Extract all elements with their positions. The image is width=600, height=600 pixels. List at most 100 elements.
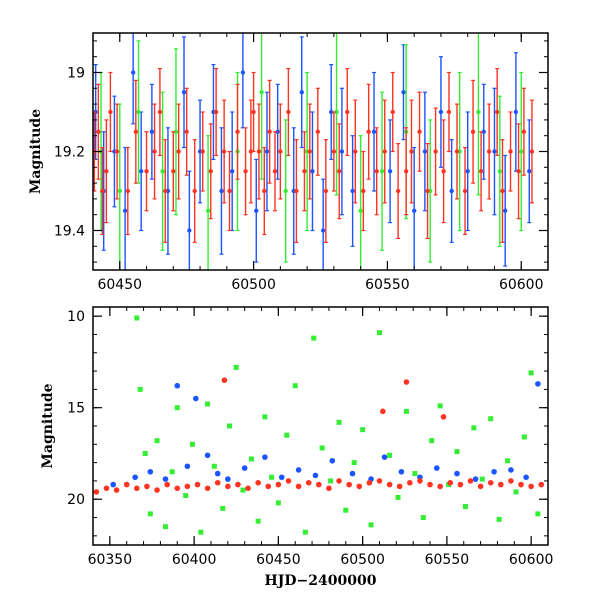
bottom-data-point bbox=[174, 382, 181, 389]
bottom-data-point bbox=[381, 454, 388, 460]
top-panel: 60450 60500 60550 60600 19 19.2 19.4 Magnitude bbox=[28, 32, 549, 293]
top-data-point bbox=[267, 129, 272, 134]
bottom-data-point bbox=[360, 427, 366, 433]
bottom-data-point bbox=[132, 474, 138, 481]
bottom-data-point bbox=[211, 463, 217, 469]
top-data-point bbox=[382, 149, 387, 154]
bottom-data-point bbox=[147, 511, 153, 517]
bottom-plot-frame bbox=[92, 306, 549, 546]
bottom-data-point bbox=[184, 483, 191, 490]
bottom-y-tick-label: 20 bbox=[67, 492, 85, 508]
bottom-data-point bbox=[538, 481, 545, 488]
top-data-point bbox=[181, 90, 187, 95]
bottom-data-point bbox=[275, 500, 281, 506]
top-data-point bbox=[449, 188, 454, 194]
bottom-data-point bbox=[192, 395, 199, 402]
bottom-data-point bbox=[440, 414, 447, 420]
top-data-point bbox=[433, 149, 438, 154]
bottom-data-point bbox=[137, 386, 143, 392]
bottom-data-point bbox=[305, 479, 312, 486]
bottom-data-point bbox=[437, 483, 443, 490]
bottom-data-point bbox=[255, 479, 261, 486]
bottom-data-point bbox=[403, 408, 409, 414]
top-data-point bbox=[353, 149, 358, 154]
top-data-point bbox=[302, 169, 307, 174]
bottom-data-point bbox=[302, 529, 308, 535]
bottom-data-point bbox=[376, 478, 383, 484]
top-data-point bbox=[345, 109, 350, 115]
bottom-data-point bbox=[220, 505, 226, 511]
bottom-data-point bbox=[447, 479, 454, 486]
bottom-data-point bbox=[477, 483, 484, 490]
bottom-data-point bbox=[235, 481, 241, 488]
bottom-data-point bbox=[233, 364, 239, 370]
bottom-y-tick-label: 15 bbox=[67, 401, 85, 417]
bottom-data-point bbox=[457, 481, 464, 488]
bottom-data-point bbox=[248, 456, 254, 462]
bottom-data-point bbox=[144, 483, 150, 490]
bottom-data-point bbox=[319, 445, 325, 451]
top-data-point bbox=[157, 109, 163, 115]
bottom-y-tick-label: 10 bbox=[67, 309, 85, 325]
top-data-point bbox=[192, 188, 197, 194]
bottom-data-point bbox=[205, 401, 211, 407]
top-data-point bbox=[417, 129, 422, 134]
top-data-point bbox=[465, 169, 470, 174]
bottom-series-0 bbox=[134, 315, 541, 535]
top-data-point bbox=[294, 188, 299, 194]
top-data-point bbox=[486, 149, 492, 154]
top-data-point bbox=[334, 109, 339, 115]
bottom-data-point bbox=[123, 481, 130, 488]
top-data-point bbox=[387, 169, 393, 174]
top-data-point bbox=[527, 169, 532, 174]
top-data-point bbox=[516, 169, 521, 174]
top-data-point bbox=[278, 149, 283, 154]
bottom-series-2 bbox=[93, 377, 545, 495]
bottom-data-point bbox=[184, 463, 191, 470]
bottom-data-point bbox=[513, 489, 519, 495]
bottom-data-point bbox=[110, 481, 117, 488]
bottom-data-point bbox=[395, 494, 401, 500]
bottom-data-point bbox=[471, 425, 477, 431]
bottom-data-point bbox=[312, 472, 319, 479]
bottom-data-point bbox=[366, 479, 373, 486]
bottom-data-point bbox=[329, 457, 336, 464]
top-data-point bbox=[272, 169, 278, 174]
top-data-point bbox=[462, 188, 468, 194]
top-data-point bbox=[500, 188, 505, 194]
bottom-data-point bbox=[356, 483, 363, 490]
bottom-data-point bbox=[174, 485, 181, 492]
bottom-data-point bbox=[164, 481, 170, 488]
bottom-data-point bbox=[147, 468, 154, 475]
top-data-point bbox=[200, 149, 205, 154]
top-data-point bbox=[329, 109, 334, 115]
bottom-data-point bbox=[433, 465, 440, 471]
top-data-point bbox=[529, 149, 535, 154]
bottom-data-point bbox=[198, 529, 204, 535]
top-data-point bbox=[187, 228, 192, 233]
bottom-data-point bbox=[349, 470, 356, 477]
top-data-point bbox=[371, 129, 377, 134]
bottom-data-point bbox=[488, 416, 494, 422]
bottom-data-point bbox=[204, 452, 211, 459]
top-data-point bbox=[307, 149, 312, 154]
top-data-point bbox=[379, 169, 385, 174]
bottom-data-point bbox=[227, 423, 232, 429]
top-data-point bbox=[358, 208, 363, 213]
bottom-data-point bbox=[134, 315, 140, 321]
top-data-layer bbox=[93, 33, 535, 270]
top-data-point bbox=[240, 70, 246, 75]
bottom-data-point bbox=[496, 516, 502, 522]
bottom-data-point bbox=[535, 381, 541, 387]
bottom-data-point bbox=[387, 452, 393, 458]
top-data-point bbox=[114, 149, 120, 154]
bottom-data-point bbox=[368, 522, 374, 528]
bottom-data-point bbox=[162, 476, 169, 482]
top-data-point bbox=[331, 149, 337, 154]
top-data-point bbox=[481, 129, 486, 134]
bottom-data-point bbox=[403, 379, 410, 385]
top-data-point bbox=[259, 90, 264, 95]
top-data-point bbox=[361, 188, 366, 194]
top-data-point bbox=[286, 109, 291, 115]
